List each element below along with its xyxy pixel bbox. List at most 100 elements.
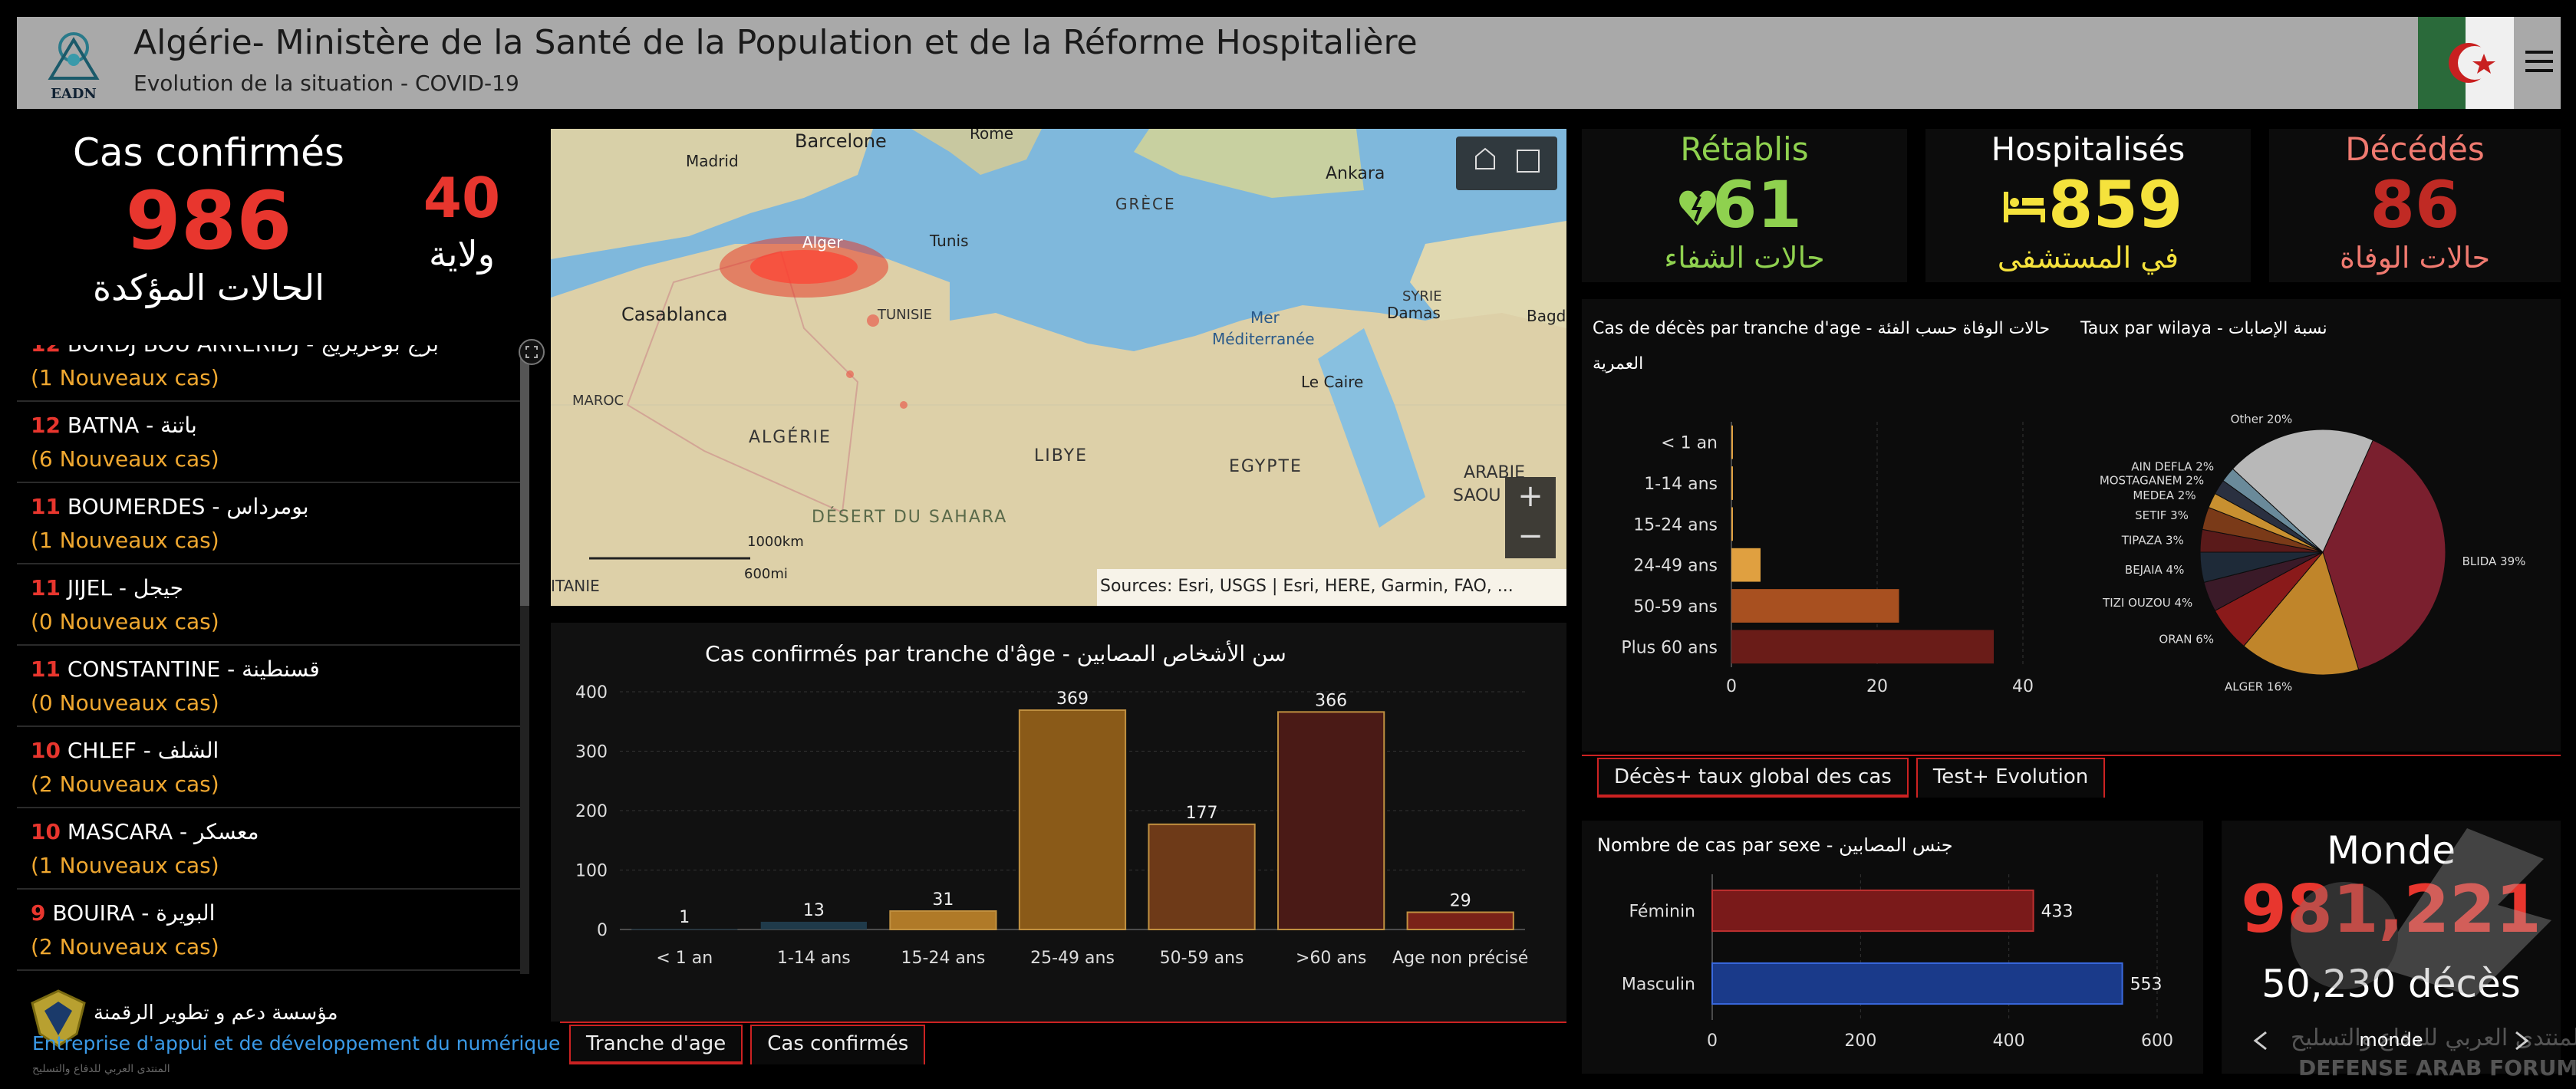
bar[interactable] — [1711, 962, 2123, 1005]
tab-deces-taux[interactable]: Décès+ taux global des cas — [1597, 758, 1909, 798]
data-label: 553 — [2130, 975, 2163, 995]
map[interactable]: Madrid Barcelone Rome Ankara GRÈCE Alger… — [551, 129, 1566, 606]
hospitalized-arabic: في المستشفى — [1997, 241, 2179, 275]
wilaya-list-item[interactable]: 11 JIJEL - جيجل (0 Nouveaux cas) — [17, 564, 523, 646]
x-tick-label: 20 — [1866, 677, 1888, 696]
data-label: 177 — [1186, 804, 1218, 823]
footer-small: المنتدى العربي للدفاع والتسليح — [32, 1063, 170, 1075]
pie-label: ORAN 6% — [2159, 633, 2214, 646]
pie-label: TIZI OUZOU 4% — [2102, 596, 2192, 610]
wilaya-count: 11 — [31, 575, 61, 600]
map-label-casablanca: Casablanca — [621, 304, 728, 325]
wilaya-name: BOUIRA - — [52, 900, 156, 926]
map-label-sahara: DÉSERT DU SAHARA — [812, 508, 1008, 527]
map-label-bagdad: Bagd — [1527, 307, 1566, 325]
x-tick-label: 1-14 ans — [777, 949, 851, 968]
list-scroll-thumb[interactable] — [520, 345, 529, 606]
zoom-out-button[interactable]: − — [1517, 518, 1543, 554]
pie-label: Other 20% — [2231, 413, 2293, 426]
wilaya-count: 10 — [31, 819, 61, 844]
wilaya-arabic: البويرة — [156, 900, 216, 926]
bar[interactable] — [1711, 889, 2034, 933]
map-canvas[interactable] — [551, 129, 1566, 606]
tab-test-evolution[interactable]: Test+ Evolution — [1916, 758, 2106, 798]
x-tick-label: 200 — [1844, 1031, 1876, 1051]
wilaya-name: BORDJ BOU ARRERIDJ - — [68, 345, 321, 357]
wilaya-count: 12 — [31, 413, 61, 438]
pie-slice[interactable] — [2322, 439, 2446, 670]
basemap-gallery-icon[interactable] — [1517, 150, 1540, 173]
y-tick-label: 200 — [575, 802, 608, 821]
bar[interactable] — [1731, 589, 1899, 623]
data-label: 31 — [932, 890, 954, 910]
tab-cas-confirmes[interactable]: Cas confirmés — [750, 1025, 926, 1064]
sex-chart-title: Nombre de cas par sexe - جنس المصابين — [1597, 834, 1953, 856]
wilaya-list-item[interactable]: 12 BATNA - باتنة (6 Nouveaux cas) — [17, 402, 523, 483]
data-label: 13 — [803, 901, 825, 920]
wilaya-label: ولاية — [429, 233, 495, 275]
footer-logo — [28, 988, 89, 1049]
age-tabs: Tranche d'age Cas confirmés — [569, 1025, 926, 1064]
map-label-grece: GRÈCE — [1115, 195, 1176, 213]
pie-slice[interactable] — [2243, 551, 2360, 676]
wilaya-line: 12 BATNA - باتنة — [31, 413, 197, 438]
wilaya-pie-chart: BLIDA 39% ALGER 16% ORAN 6% TIZI OUZOU 4% BE… — [2100, 413, 2526, 694]
map-label-algerie: ALGÉRIE — [749, 428, 832, 447]
data-label: 366 — [1315, 691, 1347, 710]
bar[interactable] — [1731, 466, 1733, 500]
map-attribution[interactable]: Sources: Esri, USGS | Esri, HERE, Garmin… — [1100, 577, 1514, 596]
wilaya-list-item[interactable]: 11 CONSTANTINE - قسنطينة (0 Nouveaux cas) — [17, 646, 523, 727]
bar[interactable] — [1731, 425, 1733, 459]
map-label-mediterranee: Méditerranée — [1212, 330, 1315, 348]
bar[interactable] — [889, 910, 997, 931]
confirmed-value: 986 — [125, 174, 292, 268]
map-label-syrie: SYRIE — [1402, 288, 1442, 304]
recovered-label: Rétablis — [1680, 130, 1809, 168]
deceased-label: Décédés — [2345, 130, 2485, 168]
menu-icon[interactable] — [2524, 46, 2555, 77]
world-next-icon[interactable] — [2512, 1029, 2532, 1052]
sex-chart: 0 200 400 600 433 Féminin 553 Masculin — [1622, 874, 2173, 1051]
bar[interactable] — [1277, 711, 1385, 930]
x-tick-label: 15-24 ans — [901, 949, 986, 968]
y-tick-label: 50-59 ans — [1633, 597, 1718, 617]
wilaya-count: 10 — [31, 738, 61, 763]
world-deaths: 50,230 décès — [2261, 962, 2521, 1006]
wilaya-name: BATNA - — [67, 413, 161, 438]
pie-label: BLIDA 39% — [2462, 554, 2526, 568]
wilaya-list-item[interactable]: 12 BORDJ BOU ARRERIDJ - برج بوعريريج (1 N… — [17, 345, 523, 402]
bar[interactable] — [1406, 911, 1514, 930]
world-prev-icon[interactable] — [2251, 1029, 2271, 1052]
wilaya-list-item[interactable]: 11 BOUMERDES - بومرداس (1 Nouveaux cas) — [17, 483, 523, 564]
deceased-card: Décédés 86 حالات الوفاة — [2269, 129, 2561, 282]
deceased-value: 86 — [2370, 167, 2460, 242]
wilaya-new-cases: (0 Nouveaux cas) — [31, 609, 219, 634]
map-scale-mi: 600mi — [744, 566, 788, 582]
map-label-barcelone: Barcelone — [795, 130, 887, 152]
wilaya-arabic: برج بوعريريج — [321, 345, 439, 357]
footer-french: Entreprise d'appui et de développement d… — [32, 1032, 561, 1054]
expand-icon[interactable] — [519, 339, 545, 365]
bar[interactable] — [760, 921, 867, 929]
map-label-mer: Mer — [1250, 308, 1280, 327]
wilaya-list-item[interactable]: 10 CHLEF - الشلف (2 Nouveaux cas) — [17, 727, 523, 808]
bar[interactable] — [1731, 548, 1761, 582]
wilaya-arabic: جيجل — [133, 575, 183, 600]
wilaya-list-item[interactable]: 10 MASCARA - معسكر (1 Nouveaux cas) — [17, 808, 523, 890]
bar[interactable] — [1731, 507, 1733, 541]
wilaya-count: 9 — [31, 900, 46, 926]
pie-slice[interactable] — [2232, 429, 2373, 553]
zoom-in-button[interactable]: + — [1517, 479, 1543, 514]
wilaya-new-cases: (0 Nouveaux cas) — [31, 690, 219, 716]
bar[interactable] — [1018, 709, 1127, 931]
tab-tranche-age[interactable]: Tranche d'age — [569, 1025, 743, 1064]
home-icon[interactable] — [1475, 147, 1495, 169]
y-tick-label: Plus 60 ans — [1621, 638, 1718, 657]
wilaya-list-item[interactable]: 9 BOUIRA - البويرة (2 Nouveaux cas) — [17, 890, 523, 971]
bar[interactable] — [1731, 630, 1994, 664]
bar[interactable] — [1148, 823, 1256, 930]
map-label-tunis: Tunis — [930, 232, 969, 250]
wilaya-line: 9 BOUIRA - البويرة — [31, 900, 215, 926]
wilaya-list[interactable]: 12 BORDJ BOU ARRERIDJ - برج بوعريريج (1 N… — [17, 345, 523, 974]
deceased-arabic: حالات الوفاة — [2339, 241, 2490, 275]
